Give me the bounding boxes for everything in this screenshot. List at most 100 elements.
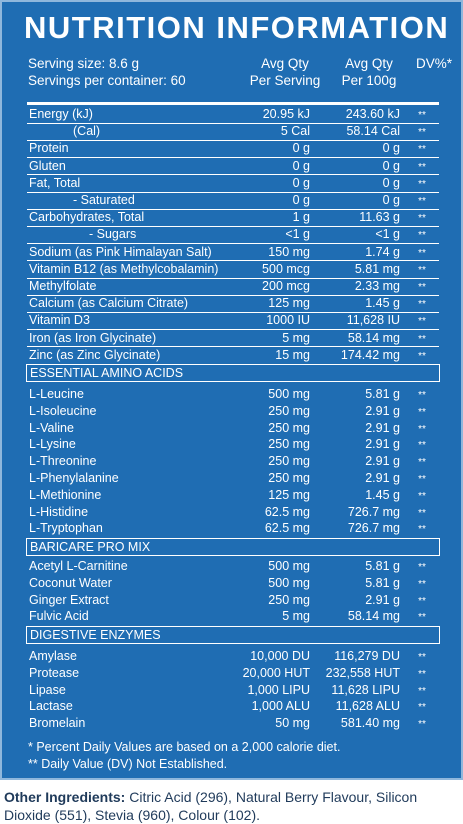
dv: ** <box>418 350 426 362</box>
per-serving: 20,000 HUT <box>242 665 310 680</box>
section-title: ESSENTIAL AMINO ACIDS <box>30 366 184 380</box>
per-100g: 0 g <box>382 141 400 156</box>
col-header: DV%* <box>415 56 452 71</box>
dv: ** <box>418 719 426 731</box>
dv: ** <box>418 230 426 242</box>
dv: ** <box>418 702 426 714</box>
nutrient-name: Ginger Extract <box>29 592 109 607</box>
row-line <box>27 157 439 159</box>
per-100g: 2.91 g <box>365 420 400 435</box>
dv: ** <box>418 595 426 607</box>
section-box <box>26 626 440 644</box>
per-100g: 1.45 g <box>365 296 400 311</box>
row-line <box>27 311 439 313</box>
section-box <box>26 364 440 382</box>
section-box <box>26 538 440 556</box>
per-serving: 50 mg <box>275 716 310 731</box>
nutrient-name: L-Valine <box>29 420 74 435</box>
per-100g: 11,628 ALU <box>335 699 400 714</box>
nutrient-name: Zinc (as Zinc Glycinate) <box>29 347 161 362</box>
row-line <box>27 139 439 141</box>
nutrition-panel: NUTRITION INFORMATION Serving size: 8.6 … <box>0 0 463 780</box>
row-line <box>27 260 439 262</box>
nutrient-name: L-Phenylalanine <box>29 471 119 485</box>
nutrient-name: Amylase <box>29 649 77 663</box>
nutrient-name: L-Isoleucine <box>29 403 97 418</box>
other-ingredients: Other Ingredients: Citric Acid (296), Na… <box>4 788 424 824</box>
col-header: Per 100g <box>341 73 397 88</box>
per-100g: 58.14 mg <box>347 609 400 624</box>
per-100g: 726.7 mg <box>347 521 400 536</box>
per-100g: 116,279 DU <box>334 649 400 663</box>
nutrient-name: Iron (as Iron Glycinate) <box>29 330 157 345</box>
row-line <box>27 225 439 227</box>
row-line <box>27 294 439 296</box>
dv: ** <box>418 524 426 536</box>
dv: ** <box>418 110 426 121</box>
dv: ** <box>418 685 426 697</box>
nutrient-name: L-Tryptophan <box>29 521 103 536</box>
nutrient-name: L-Methionine <box>29 487 102 502</box>
per-100g: 58.14 mg <box>347 330 400 345</box>
dv: ** <box>418 213 426 225</box>
per-100g: 5.81 g <box>365 387 400 401</box>
row-line <box>27 208 439 210</box>
nutrient-name: - Sugars <box>89 227 137 242</box>
per-100g: 726.7 mg <box>347 504 400 519</box>
per-100g: 11.63 g <box>359 210 400 225</box>
per-100g: 0 g <box>382 193 400 207</box>
servings: Servings per container: 60 <box>28 73 186 88</box>
per-serving: 0 g <box>292 158 310 173</box>
per-serving: 500 mg <box>268 559 310 573</box>
other-text: Citric Acid (296), Natural Berry Flavour… <box>4 789 418 823</box>
footnote: * Percent Daily Values are based on a 2,… <box>28 740 341 754</box>
per-100g: 2.91 g <box>365 471 400 485</box>
nutrient-name: Lipase <box>29 682 66 697</box>
per-serving: 250 mg <box>268 454 310 469</box>
dv: ** <box>418 144 426 156</box>
per-100g: 1.45 g <box>365 487 400 502</box>
dv: ** <box>418 333 426 345</box>
nutrient-name: L-Leucine <box>29 387 84 401</box>
per-serving: 62.5 mg <box>264 521 310 536</box>
row-line <box>27 122 439 124</box>
nutrient-name: (Cal) <box>73 124 101 139</box>
dv: ** <box>418 474 426 485</box>
dv: ** <box>418 562 426 573</box>
dv: ** <box>418 578 426 590</box>
dv: ** <box>418 161 426 173</box>
dv: ** <box>418 127 426 139</box>
per-serving: 1 g <box>292 210 310 225</box>
dv: ** <box>418 612 426 624</box>
title: NUTRITION INFORMATION <box>24 10 450 45</box>
nutrient-name: Calcium (as Calcium Citrate) <box>29 296 189 311</box>
per-serving: 0 g <box>292 175 310 190</box>
row-line <box>27 277 439 279</box>
col-header: Avg Qty <box>345 56 393 71</box>
dv: ** <box>418 282 426 293</box>
per-serving: 20.95 kJ <box>262 107 310 121</box>
row-line <box>27 243 439 245</box>
per-100g: 1.74 g <box>365 244 400 259</box>
nutrient-name: Vitamin D3 <box>29 313 90 328</box>
per-serving: 1000 IU <box>266 313 310 328</box>
per-100g: <1 g <box>375 227 400 242</box>
nutrient-name: L-Histidine <box>29 504 89 519</box>
footnote: ** Daily Value (DV) Not Established. <box>28 757 228 771</box>
per-100g: 174.42 mg <box>340 347 400 362</box>
per-100g: 0 g <box>382 175 400 190</box>
nutrient-name: Lactase <box>29 699 73 714</box>
per-100g: 2.91 g <box>365 403 400 418</box>
nutrient-name: Methylfolate <box>29 279 97 293</box>
dv: ** <box>418 390 426 401</box>
dv: ** <box>418 490 426 502</box>
nutrient-name: Protein <box>29 141 69 156</box>
per-serving: 125 mg <box>268 296 310 311</box>
row-line <box>27 329 439 331</box>
per-100g: 2.91 g <box>365 437 400 452</box>
per-serving: 500 mg <box>268 387 310 401</box>
per-serving: 200 mcg <box>262 279 310 293</box>
per-serving: <1 g <box>285 227 310 242</box>
per-serving: 0 g <box>292 141 310 156</box>
nutrient-name: L-Lysine <box>29 437 76 452</box>
